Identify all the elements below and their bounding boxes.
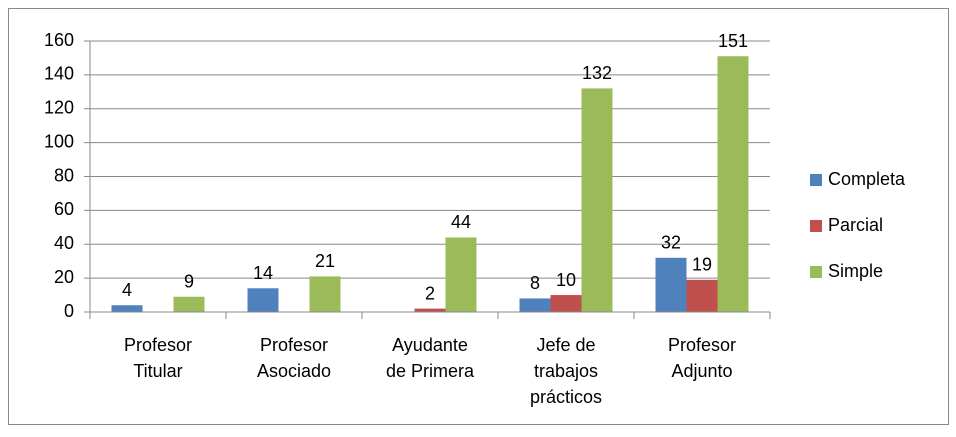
y-tick-label: 160 (44, 30, 74, 50)
x-tick-label: Jefe de trabajos prácticos (530, 335, 602, 407)
bar (111, 305, 143, 312)
chart-border (8, 8, 949, 425)
x-tick-label: Profesor Asociado (257, 335, 331, 381)
data-label: 44 (451, 212, 471, 232)
data-label: 2 (425, 283, 435, 303)
y-tick-label: 20 (54, 267, 74, 287)
data-label: 19 (692, 255, 712, 275)
data-label: 4 (122, 280, 132, 300)
data-label: 9 (184, 272, 194, 292)
x-tick-label: Profesor Adjunto (668, 335, 736, 381)
y-tick-label: 120 (44, 98, 74, 118)
y-tick-label: 100 (44, 131, 74, 151)
x-tick-label: Profesor Titular (124, 335, 192, 381)
legend-swatch (810, 220, 822, 232)
bar (519, 298, 551, 312)
bar (686, 279, 718, 312)
legend-label: Completa (828, 169, 906, 189)
legend-swatch (810, 174, 822, 186)
data-label: 151 (718, 31, 748, 51)
bar (414, 308, 446, 312)
data-label: 32 (661, 233, 681, 253)
legend-label: Parcial (828, 215, 883, 235)
bar (655, 257, 687, 312)
y-tick-label: 0 (64, 301, 74, 321)
bar (581, 88, 613, 312)
bar (550, 295, 582, 312)
bar (309, 276, 341, 312)
y-tick-label: 140 (44, 64, 74, 84)
bar (445, 237, 477, 312)
legend-swatch (810, 266, 822, 278)
bar (173, 296, 205, 312)
data-label: 10 (556, 270, 576, 290)
y-tick-label: 60 (54, 199, 74, 219)
data-label: 8 (530, 273, 540, 293)
data-label: 132 (582, 63, 612, 83)
bar (247, 288, 279, 312)
x-tick-label: Ayudante de Primera (386, 335, 475, 381)
y-tick-label: 40 (54, 233, 74, 253)
bar (717, 56, 749, 313)
legend-label: Simple (828, 261, 883, 281)
data-label: 14 (253, 263, 273, 283)
data-label: 21 (315, 251, 335, 271)
y-tick-label: 80 (54, 165, 74, 185)
